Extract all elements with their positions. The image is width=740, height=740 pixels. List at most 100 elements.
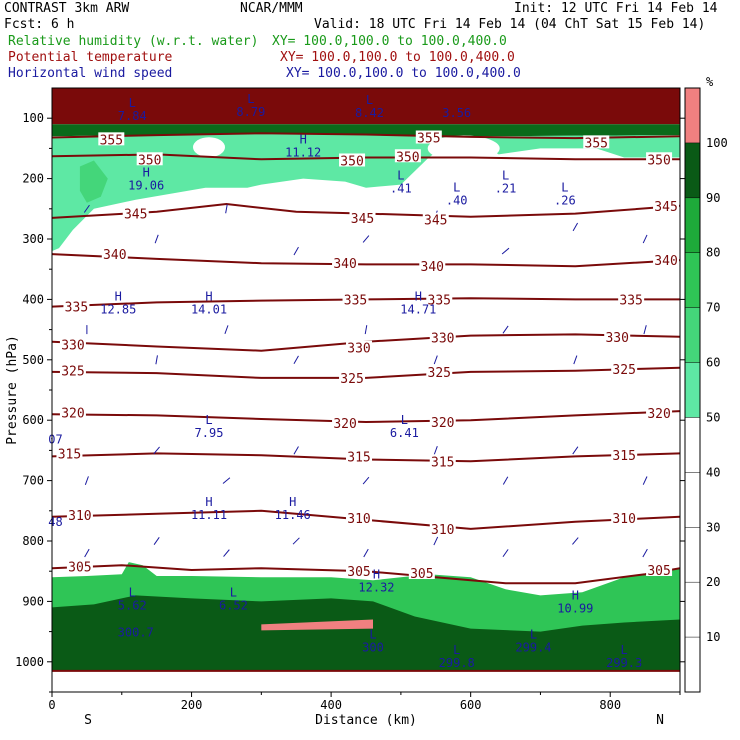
y-tick-label: 300 <box>22 232 44 246</box>
y-tick-label: 600 <box>22 413 44 427</box>
hl-value: 11.11 <box>191 508 227 522</box>
hl-value: 48 <box>48 515 62 529</box>
hl-value: 14.01 <box>191 302 227 316</box>
colorbar-band <box>685 582 700 638</box>
hl-value: 299.3 <box>606 656 642 670</box>
theta-label: 335 <box>65 301 88 316</box>
theta-label: 330 <box>431 331 454 346</box>
wind-arrow <box>223 549 230 557</box>
hl-letter: L <box>205 413 212 427</box>
colorbar-band <box>685 197 700 253</box>
colorbar-label: 80 <box>706 246 720 260</box>
colorbar-label: 10 <box>706 630 720 644</box>
hl-letter: H <box>373 567 380 581</box>
rh-hole <box>193 137 225 158</box>
theta-label-bg <box>611 361 638 375</box>
y-tick-label: 700 <box>22 474 44 488</box>
hl-value: .41 <box>390 182 412 196</box>
theta-label: 315 <box>612 449 635 464</box>
hl-value: 6.41 <box>390 426 419 440</box>
colorbar-band <box>685 362 700 418</box>
theta-label-bg <box>59 405 86 419</box>
theta-label: 320 <box>647 407 670 422</box>
wind-arrow <box>502 325 509 334</box>
theta-label-bg <box>429 521 456 535</box>
theta-label-bg <box>422 212 449 226</box>
wind-arrow <box>364 325 368 335</box>
theta-label: 325 <box>428 366 451 381</box>
axes-layer: 100 200 300 400 500 600 700 800 900 1000 0 200 400 60… <box>5 87 685 728</box>
hl-letter: L <box>453 643 460 657</box>
theta-label-bg <box>59 363 86 377</box>
hl-value: 8.79 <box>236 105 265 119</box>
endpoint-south: S <box>84 713 92 728</box>
theta-label: 305 <box>647 564 670 579</box>
hl-letter: L <box>561 181 568 195</box>
hl-value: 12.85 <box>100 302 136 316</box>
y-tick-label: 100 <box>22 111 44 125</box>
wind-arrow <box>433 355 438 365</box>
colorbar-label: 40 <box>706 465 720 479</box>
colorbar-band <box>685 472 700 528</box>
hl-value: 5.62 <box>118 598 147 612</box>
hl-letter: L <box>247 92 254 106</box>
theta-label: 335 <box>344 293 367 308</box>
hl-value: 12.32 <box>358 580 394 594</box>
theta-label: 310 <box>68 509 91 524</box>
org-title: NCAR/MMM <box>240 1 303 16</box>
theta-label-bg <box>349 210 376 224</box>
theta-label-bg <box>346 564 373 578</box>
hl-value: 19.06 <box>128 179 164 193</box>
wind-arrow <box>293 355 299 364</box>
wind-arrow <box>572 537 579 545</box>
theta-label: 355 <box>417 132 440 147</box>
theta-label-bg <box>611 448 638 462</box>
isentrope-320 <box>52 410 680 424</box>
hl-letter: L <box>530 628 537 642</box>
theta-label: 330 <box>605 331 628 346</box>
theta-label: 340 <box>421 260 444 275</box>
colorbar-band <box>685 307 700 363</box>
theta-label-bg <box>342 292 369 306</box>
wind-arrow <box>433 446 438 455</box>
theta-label-bg <box>426 364 453 378</box>
wind-arrow <box>363 548 369 558</box>
forecast-hour: Fcst: 6 h <box>4 17 75 32</box>
wind-arrow <box>293 446 299 455</box>
x-tick-label: 600 <box>460 698 482 712</box>
theta-label: 325 <box>612 363 635 378</box>
theta-label: 340 <box>333 257 356 272</box>
wind-arrow <box>153 537 160 545</box>
theta-label: 335 <box>619 293 642 308</box>
colorbar-band <box>685 417 700 473</box>
theta-label: 315 <box>431 455 454 470</box>
theta-label-bg <box>394 149 421 163</box>
legend-wind-xy: XY= 100.0,100.0 to 100.0,400.0 <box>286 66 521 81</box>
rh-region <box>52 133 680 252</box>
hl-letter: H <box>289 495 296 509</box>
theta-label-bg <box>646 152 673 166</box>
theta-label-bg <box>346 449 373 463</box>
hl-value: 300.7 <box>118 626 154 640</box>
legend-theta-xy: XY= 100.0,100.0 to 100.0,400.0 <box>280 50 515 65</box>
hl-letter: H <box>115 289 122 303</box>
theta-label-bg <box>63 299 90 313</box>
hl-value: 3.56 <box>442 106 471 120</box>
theta-label: 320 <box>333 417 356 432</box>
hl-value: 11.12 <box>285 145 321 159</box>
theta-label-bg <box>136 152 163 166</box>
theta-label: 315 <box>58 447 81 462</box>
hl-letter: L <box>129 96 136 110</box>
theta-label: 310 <box>612 512 635 527</box>
theta-label-bg <box>332 256 359 270</box>
isentrope-345 <box>52 202 680 219</box>
hl-value: 7.95 <box>195 426 224 440</box>
wind-arrow <box>572 446 579 455</box>
isentrope-355 <box>52 132 680 140</box>
theta-label-bg <box>66 559 93 573</box>
theta-label-bg <box>419 259 446 273</box>
hl-value: 10.99 <box>557 601 593 615</box>
x-axis-label: Distance (km) <box>315 713 417 728</box>
wind-arrow <box>83 204 90 213</box>
